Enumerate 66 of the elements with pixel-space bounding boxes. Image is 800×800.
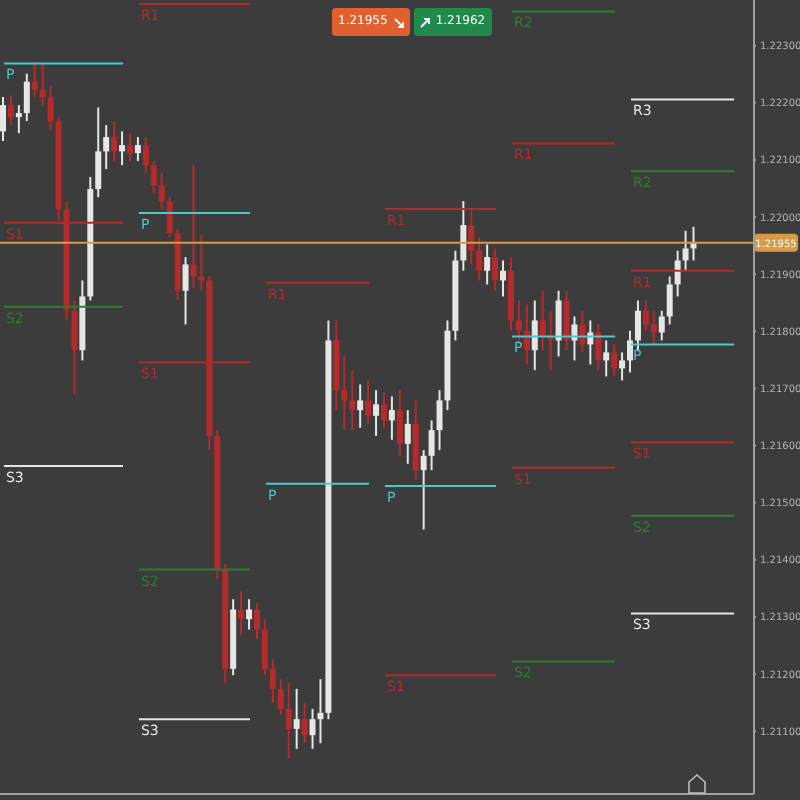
candlestick — [119, 130, 126, 167]
candlestick — [198, 233, 205, 292]
candlestick — [246, 598, 253, 631]
candlestick — [627, 329, 634, 374]
candlestick — [95, 106, 102, 199]
candlestick — [47, 84, 54, 131]
candlestick — [492, 247, 499, 292]
candlestick — [31, 60, 38, 99]
candlestick — [428, 419, 435, 472]
candlestick — [682, 229, 689, 272]
candlestick — [404, 409, 411, 465]
candlestick — [134, 136, 141, 163]
candlestick — [500, 259, 507, 298]
candlestick — [579, 309, 586, 354]
candlestick — [190, 164, 197, 290]
candlestick — [285, 682, 292, 760]
candlestick — [666, 275, 673, 326]
candlestick — [126, 132, 133, 163]
candlestick — [253, 602, 260, 641]
candlestick — [261, 618, 268, 677]
candlestick — [539, 289, 546, 352]
candlestick — [658, 309, 665, 342]
candlestick — [357, 383, 364, 429]
candlestick — [634, 299, 641, 352]
candlestick — [0, 96, 6, 143]
candlestick — [595, 323, 602, 372]
candlestick — [388, 395, 395, 441]
candlestick — [476, 236, 483, 282]
candlestick — [182, 256, 189, 326]
candlestick — [341, 355, 348, 432]
candlestick — [166, 196, 173, 239]
candlestick — [142, 136, 149, 175]
candlestick — [293, 687, 300, 750]
candlestick — [373, 389, 380, 437]
candlestick — [603, 339, 610, 378]
candlestick — [619, 351, 626, 382]
candlestick — [531, 299, 538, 372]
candlestick — [642, 299, 649, 332]
candlestick — [563, 289, 570, 352]
candlestick — [301, 702, 308, 745]
candlestick — [555, 289, 562, 358]
candlestick — [7, 94, 14, 127]
candlestick — [412, 399, 419, 481]
candlestick — [365, 379, 372, 425]
candlestick — [238, 590, 245, 637]
candlestick — [396, 389, 403, 457]
candlestick — [349, 369, 356, 432]
candlestick — [674, 249, 681, 298]
candlestick — [23, 72, 30, 123]
candlestick — [71, 299, 78, 396]
candlestick — [460, 200, 467, 272]
candlestick — [39, 62, 46, 107]
candlestick — [420, 449, 427, 531]
candlestick — [150, 160, 157, 195]
candlestick — [277, 678, 284, 717]
candlestick — [468, 209, 475, 266]
candlestick — [111, 120, 118, 163]
candlestick — [269, 658, 276, 705]
candlestick — [15, 104, 22, 135]
candlestick — [484, 243, 491, 286]
candlestick — [611, 343, 618, 378]
candlestick — [103, 124, 110, 171]
candlestick — [158, 172, 165, 211]
candlestick — [380, 391, 387, 429]
candlestick — [317, 678, 324, 745]
candlestick — [650, 309, 657, 346]
